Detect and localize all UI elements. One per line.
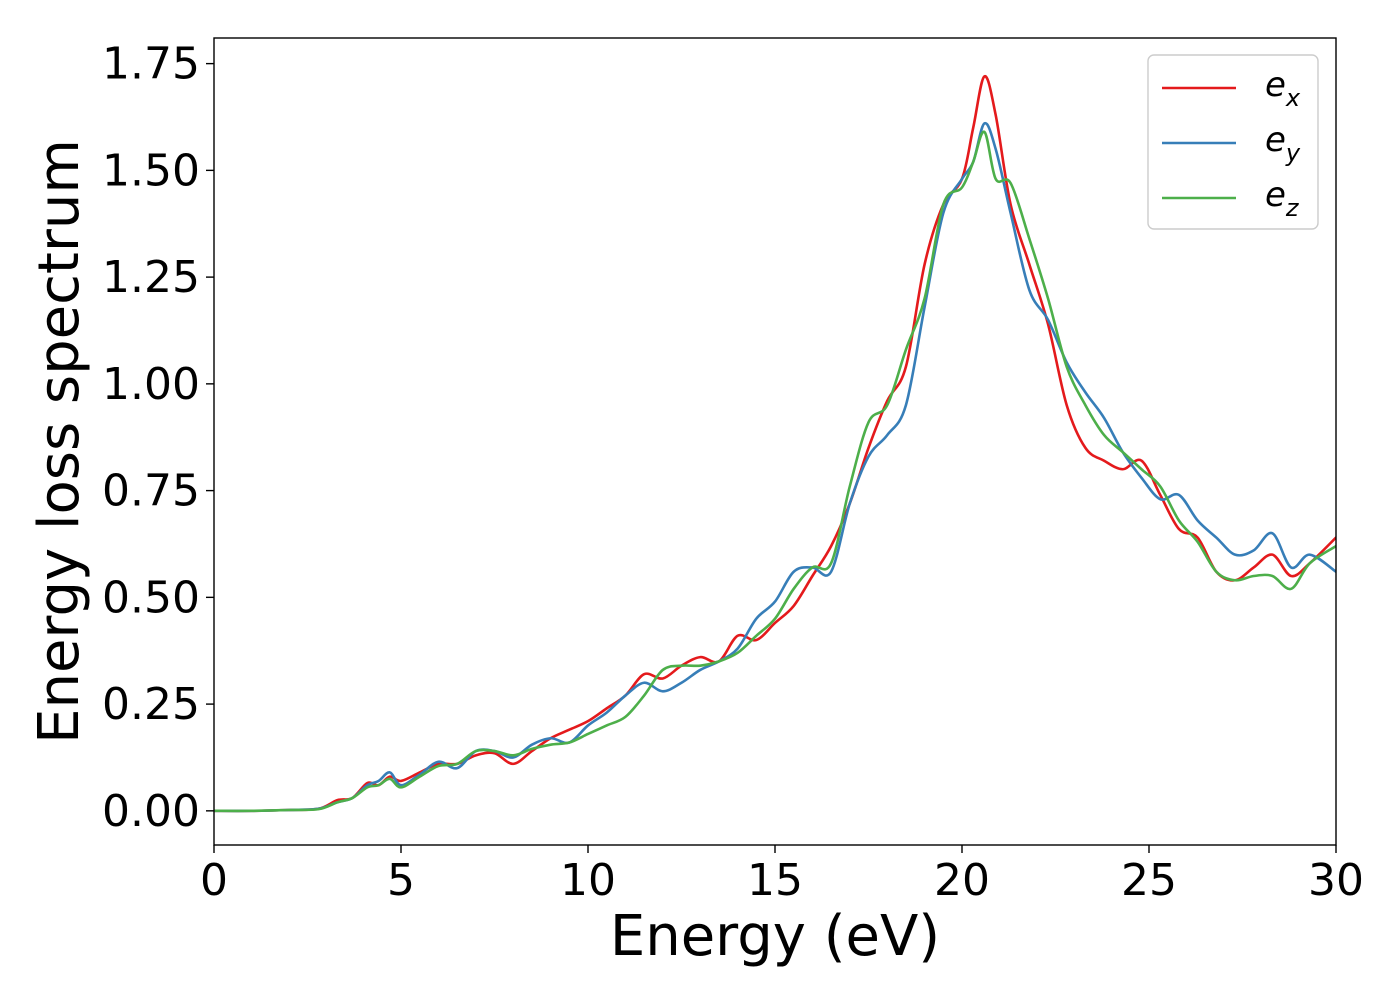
y-axis-label: Energy loss spectrum [27, 139, 92, 744]
x-tick-label: 10 [560, 855, 616, 906]
x-tick-label: 15 [747, 855, 803, 906]
y-tick-label: 1.25 [102, 252, 200, 303]
y-tick-label: 1.75 [102, 39, 200, 90]
y-tick-label: 1.50 [102, 145, 200, 196]
x-tick-label: 20 [934, 855, 990, 906]
y-tick-label: 0.75 [102, 466, 200, 517]
y-ticks: 0.00 0.25 0.50 0.75 1.00 1.25 1.50 1.75 [102, 39, 214, 837]
x-ticks: 0 5 10 15 20 25 30 [200, 845, 1364, 906]
x-tick-label: 30 [1308, 855, 1364, 906]
y-tick-label: 0.00 [102, 786, 200, 837]
series-layer [214, 75, 1336, 813]
legend-label-subscript: y [1285, 139, 1301, 167]
y-tick-label: 0.25 [102, 679, 200, 730]
series-line-ex [214, 75, 1336, 813]
x-tick-label: 5 [387, 855, 415, 906]
y-tick-label: 1.00 [102, 359, 200, 410]
series-line-ey [214, 121, 1336, 813]
series-line-ez [214, 130, 1336, 813]
y-tick-label: 0.50 [102, 572, 200, 623]
x-tick-label: 25 [1121, 855, 1177, 906]
x-tick-label: 0 [200, 855, 228, 906]
x-axis-label: Energy (eV) [610, 904, 940, 969]
legend-label-subscript: z [1285, 194, 1300, 222]
legend-label-subscript: x [1285, 84, 1301, 112]
